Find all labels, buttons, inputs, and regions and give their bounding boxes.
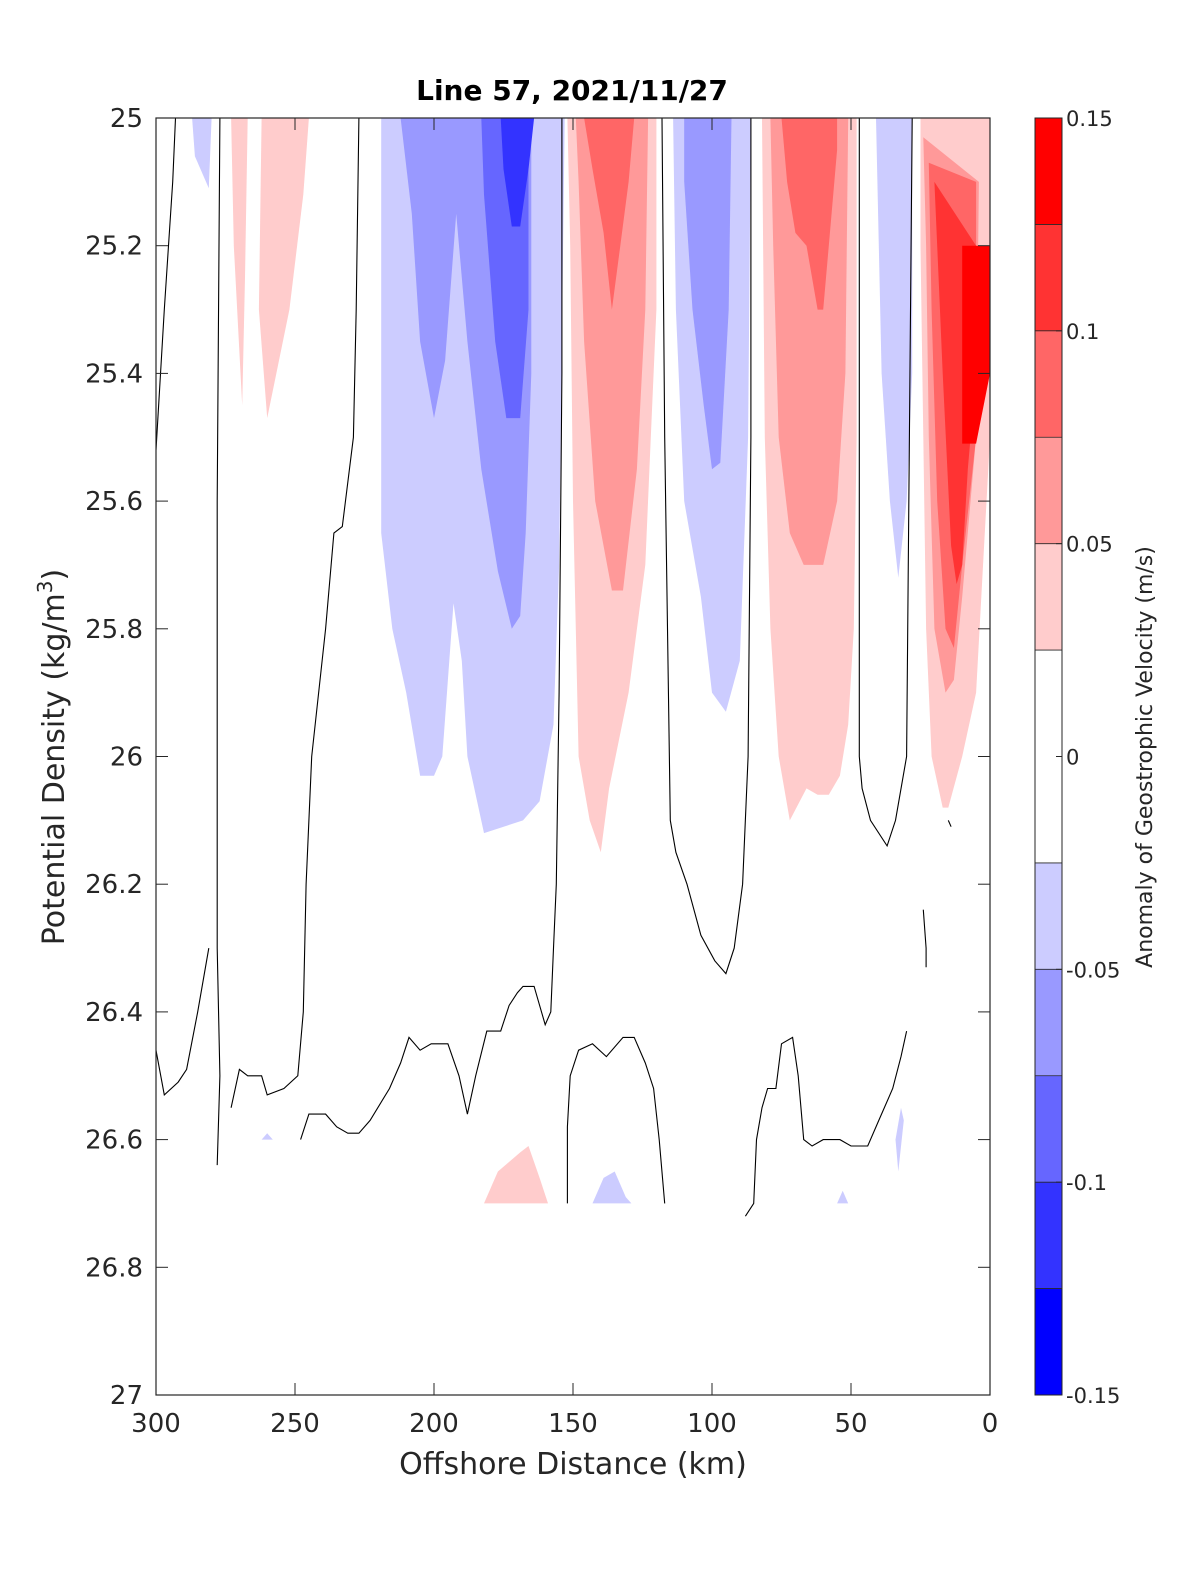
filled-contours — [192, 118, 990, 1204]
colorbar: -0.15 -0.1 -0.05 0 0.05 0.1 0.15 — [1034, 107, 1120, 1408]
colorbar-band-9 — [1035, 224, 1062, 331]
y-tick-label: 26 — [110, 743, 143, 773]
y-axis-label-close: ) — [37, 569, 72, 581]
colorbar-band-6 — [1035, 543, 1062, 651]
zero-contour-line-0 — [156, 118, 177, 451]
x-tick-label: 150 — [548, 1409, 598, 1439]
y-tick-label: 25.4 — [85, 359, 143, 389]
plot-area — [155, 117, 991, 1396]
contour-region-2 — [258, 118, 309, 419]
colorbar-tick-label: 0.1 — [1066, 320, 1099, 344]
zero-contour-line-5 — [566, 1036, 666, 1204]
x-tick-label: 250 — [270, 1409, 320, 1439]
y-axis-label-main: Potential Density (kg/m — [37, 593, 72, 945]
y-tick-label: 26.6 — [85, 1126, 143, 1156]
zero-contour-line-3 — [156, 948, 210, 1096]
y-tick-label: 26.2 — [85, 870, 143, 900]
colorbar-band-3 — [1035, 969, 1062, 1076]
colorbar-label: Anomaly of Geostrophic Velocity (m/s) — [1133, 546, 1158, 968]
zero-contour-line-9 — [922, 909, 927, 968]
contour-region-24 — [837, 1190, 849, 1204]
zero-contour-line-8 — [858, 118, 913, 848]
zero-contour-line-1 — [216, 118, 221, 1166]
colorbar-frame — [1034, 117, 1063, 1396]
contour-region-21 — [484, 1146, 548, 1204]
y-tick-label: 25.6 — [85, 487, 143, 517]
y-tick-label: 25.2 — [85, 232, 143, 262]
contour-region-0 — [192, 118, 212, 189]
colorbar-band-1 — [1035, 1182, 1062, 1289]
colorbar-band-7 — [1035, 437, 1062, 544]
y-axis-label-superscript: 3 — [33, 580, 57, 593]
x-axis-label: Offshore Distance (km) — [399, 1447, 747, 1482]
x-tick-label: 300 — [131, 1409, 181, 1439]
contour-region-8 — [575, 118, 649, 591]
y-tick-label: 27 — [110, 1381, 143, 1411]
x-tick-label: 50 — [834, 1409, 867, 1439]
contour-region-15 — [876, 118, 913, 578]
contour-region-23 — [261, 1133, 273, 1140]
contour-region-14 — [781, 118, 838, 310]
contour-region-6 — [500, 118, 535, 227]
colorbar-bands — [1035, 118, 1062, 1395]
zero-contour-line-6 — [661, 118, 752, 975]
colorbar-band-2 — [1035, 1075, 1062, 1183]
colorbar-tick-label: -0.1 — [1066, 1171, 1107, 1195]
colorbar-band-8 — [1035, 330, 1062, 438]
contour-region-11 — [684, 118, 732, 470]
zero-contour-lines — [156, 118, 952, 1217]
chart-title: Line 57, 2021/11/27 — [416, 74, 728, 107]
colorbar-tick-label: -0.15 — [1066, 1384, 1120, 1408]
colorbar-tick-label: -0.05 — [1066, 958, 1120, 982]
contour-region-9 — [584, 118, 635, 310]
colorbar-band-0 — [1035, 1288, 1062, 1395]
y-tick-label: 26.8 — [85, 1253, 143, 1283]
plot-frame — [155, 117, 991, 1396]
contour-region-1 — [231, 118, 248, 406]
zero-contour-line-10 — [947, 820, 952, 827]
x-tick-label: 100 — [687, 1409, 737, 1439]
contour-region-22 — [592, 1171, 632, 1204]
y-tick-label: 25 — [110, 104, 143, 134]
zero-contour-line-2 — [230, 118, 360, 1108]
y-tick-labels: 25 25.2 25.4 25.6 25.8 26 26.2 26.4 26.6 26.8 27 — [85, 104, 143, 1411]
x-tick-label: 0 — [982, 1409, 999, 1439]
colorbar-band-10 — [1035, 118, 1062, 225]
colorbar-tick-label: 0.15 — [1066, 107, 1113, 131]
y-axis-label: Potential Density (kg/m3) — [33, 569, 72, 945]
colorbar-ticks: -0.15 -0.1 -0.05 0 0.05 0.1 0.15 — [1056, 107, 1120, 1408]
colorbar-tick-label: 0.05 — [1066, 533, 1113, 557]
contour-region-20 — [962, 245, 990, 444]
y-tick-label: 26.4 — [85, 998, 143, 1028]
zero-contour-line-7 — [744, 1030, 908, 1217]
colorbar-tick-label: 0 — [1066, 746, 1079, 770]
contour-region-25 — [895, 1107, 904, 1172]
x-tick-label: 200 — [409, 1409, 459, 1439]
colorbar-band-4 — [1035, 862, 1062, 970]
zero-contour-line-4 — [300, 118, 563, 1140]
y-tick-label: 25.8 — [85, 615, 143, 645]
x-tick-labels: 300 250 200 150 100 50 0 — [131, 1409, 998, 1439]
